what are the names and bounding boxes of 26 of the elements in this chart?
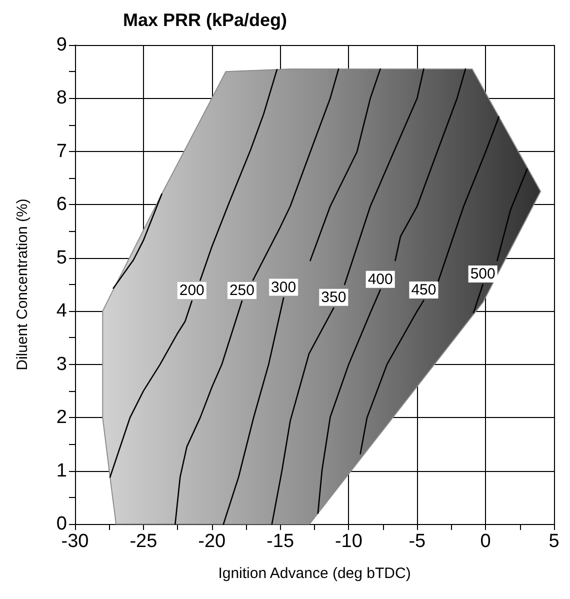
- y-tick-label: 1: [56, 460, 67, 482]
- series-label: 450: [411, 281, 436, 298]
- series-label: 300: [271, 278, 296, 296]
- series-label: 500: [470, 266, 496, 282]
- series-label: 400: [368, 270, 393, 288]
- y-tick-label: 9: [56, 34, 67, 56]
- chart-title: Max PRR (kPa/deg): [123, 10, 288, 30]
- y-tick-label: 2: [56, 407, 67, 428]
- y-axis-title: Diluent Concentration (%): [14, 198, 31, 370]
- series-label: 350: [321, 288, 346, 306]
- series-label: 200: [179, 282, 204, 299]
- x-tick-label: -20: [198, 531, 226, 552]
- x-axis-title: Ignition Advance (deg bTDC): [218, 565, 411, 582]
- y-tick-label: 5: [56, 247, 67, 268]
- y-tick-label: 6: [56, 194, 67, 216]
- series-label: 250: [229, 282, 254, 299]
- x-tick-label: -10: [334, 531, 362, 552]
- x-tick-label: -5: [408, 531, 426, 552]
- y-tick-label: 4: [56, 300, 68, 322]
- y-tick-label: 7: [56, 140, 67, 162]
- x-tick-label: -15: [266, 531, 294, 552]
- x-tick-label: 5: [548, 531, 560, 552]
- x-tick-label: 0: [480, 531, 491, 552]
- x-tick-label: -25: [130, 531, 158, 552]
- y-tick-label: 8: [56, 88, 67, 109]
- y-tick-label: 3: [56, 354, 67, 375]
